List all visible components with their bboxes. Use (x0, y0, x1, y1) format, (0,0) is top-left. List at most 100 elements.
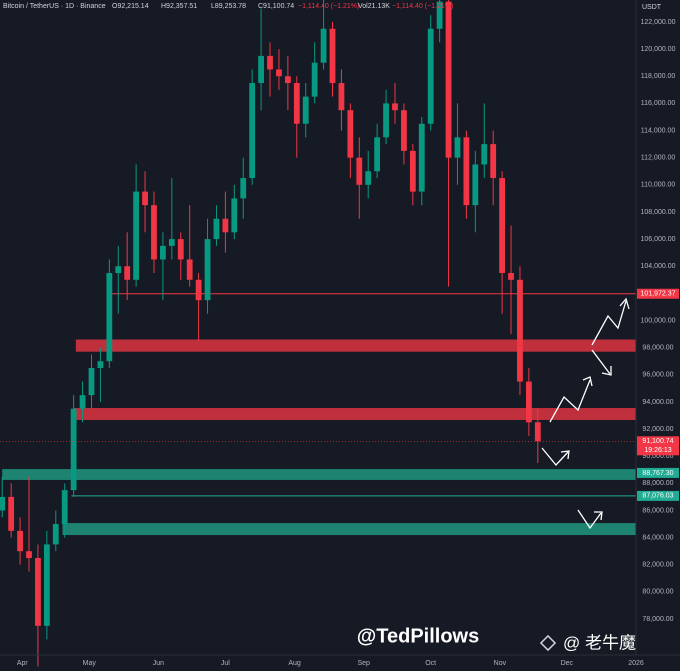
candle-body (267, 55, 273, 70)
candle-body (338, 83, 345, 111)
candle-body (490, 144, 497, 179)
candle-body (401, 110, 407, 151)
price-label-bg (637, 467, 679, 478)
candle-body (409, 150, 416, 192)
x-tick-label: Jun (153, 660, 164, 667)
x-tick-label: May (83, 660, 97, 667)
candle-body (160, 245, 166, 260)
arrow-head (601, 366, 612, 376)
x-tick-label: 2026 (628, 660, 644, 667)
candle-body (97, 361, 104, 369)
candle-body (525, 381, 532, 423)
arrow (541, 447, 569, 466)
x-tick-label: Sep (358, 660, 371, 667)
candle-body (195, 279, 202, 301)
volume: Vol21.13K (358, 3, 390, 10)
price-label-bg (637, 436, 679, 456)
candle-body (26, 551, 32, 558)
candle-body (472, 164, 479, 206)
y-tick-label: 98,000.00 (642, 344, 673, 351)
candle-body (124, 266, 131, 280)
candle-body (8, 496, 15, 531)
candle-body (43, 544, 50, 626)
candle-body (517, 279, 523, 382)
candle-body (302, 96, 309, 124)
logo-shape (539, 634, 557, 652)
y-tick-label: 96,000.00 (642, 372, 673, 379)
y-tick-label: 120,000.00 (640, 46, 675, 53)
zone (62, 523, 637, 536)
drawn-arrows (541, 297, 630, 530)
level-label-bg (637, 490, 679, 501)
x-tick-label: Jul (221, 660, 230, 667)
candle-body (151, 205, 157, 260)
arrow-head (594, 511, 603, 521)
y-tick-label: 112,000.00 (641, 155, 676, 162)
candle-body (204, 239, 211, 301)
arrow (577, 509, 602, 530)
y-tick-label: 116,000.00 (641, 100, 676, 107)
candle-body (383, 103, 389, 138)
candle-body (534, 422, 541, 442)
y-tick-label: 88,000.00 (642, 480, 673, 487)
candle-body (427, 28, 434, 124)
volume-change: −1,114.40 (−1.21%) (392, 3, 453, 10)
symbol: Bitcoin / TetherUS · 1D · Binance (3, 3, 106, 10)
watermark: @TedPillows (357, 625, 479, 647)
plot-area (0, 0, 637, 667)
y-tick-label: 100,000.00 (640, 317, 675, 324)
candle-body (374, 137, 381, 172)
y-tick-label: 110,000.00 (641, 182, 676, 189)
zone (2, 469, 637, 480)
x-tick-label: Dec (561, 660, 574, 667)
candle-body (481, 144, 488, 165)
candle-body (186, 259, 193, 280)
zone (75, 339, 637, 352)
candle-body (276, 69, 282, 77)
y-tick-label: 108,000.00 (640, 209, 675, 216)
x-tick-label: Apr (17, 660, 29, 667)
x-tick-label: Aug (288, 660, 301, 667)
candle-body (320, 28, 327, 63)
y-tick-label: 122,000.00 (640, 19, 675, 26)
candle-body (311, 62, 318, 97)
countdown: 19:26:13 (644, 447, 671, 454)
level-label: 101,972.37 (640, 291, 675, 298)
y-tick-label: 118,000.00 (641, 73, 676, 80)
candle-body (284, 76, 291, 84)
arrow (591, 300, 627, 346)
candle-body (133, 191, 140, 280)
candle-body (347, 110, 354, 158)
candle-body (329, 28, 336, 84)
candle-body (293, 83, 300, 124)
ohlc-low: L89,253.78 (211, 3, 246, 10)
y-tick-label: 104,000.00 (640, 263, 675, 270)
candle-body (213, 218, 220, 240)
arrow-head (560, 450, 570, 460)
candle-body (52, 524, 59, 545)
candle-body (61, 490, 68, 525)
x-tick-label: Oct (425, 660, 436, 667)
candle-body (418, 123, 425, 192)
candle-body (231, 198, 238, 233)
candle-body (365, 171, 372, 185)
candle-body (35, 557, 41, 626)
level-label: 87,076.03 (642, 493, 673, 500)
binance-logo (539, 634, 557, 652)
price-label: 88,767.30 (642, 470, 673, 477)
y-tick-label: 84,000.00 (642, 534, 673, 541)
candle-body (142, 191, 148, 206)
author: @ 老牛魔 (563, 633, 636, 652)
candle-body (70, 408, 77, 491)
zone (73, 408, 637, 420)
y-tick-label: 80,000.00 (642, 589, 673, 596)
candle-body (177, 239, 184, 260)
candle-body (79, 395, 86, 409)
candle-body (106, 273, 113, 362)
currency: USDT (642, 4, 662, 11)
y-tick-label: 78,000.00 (642, 616, 673, 623)
candle-body (454, 137, 461, 158)
